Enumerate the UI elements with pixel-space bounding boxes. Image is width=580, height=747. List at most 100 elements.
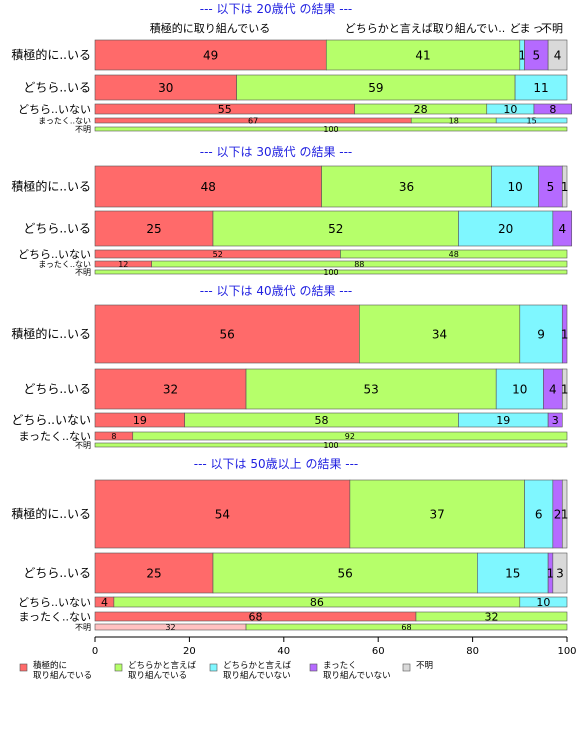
data-label: 8 (111, 432, 116, 441)
row-label: どちら..いる (23, 382, 91, 396)
row-label: 積極的に..いる (11, 47, 91, 62)
top-category-label: ど (510, 22, 521, 35)
bar-segment (94, 210, 214, 247)
row-label: 積極的に..いる (11, 179, 91, 194)
bar-segment (321, 165, 492, 208)
data-label: 10 (536, 596, 550, 609)
legend-swatch (309, 663, 318, 672)
bar-segment (212, 210, 459, 247)
data-label: 10 (503, 103, 517, 116)
bar-segment (359, 304, 521, 364)
data-label: 4 (101, 596, 108, 609)
bar-segment (94, 126, 568, 132)
legend-swatch (114, 663, 123, 672)
bar-segment (94, 165, 322, 208)
bar-segment (325, 39, 521, 71)
data-label: 1 (561, 180, 569, 194)
data-label: 1 (561, 327, 569, 341)
data-label: 5 (547, 180, 555, 194)
bar-segment (94, 479, 351, 549)
data-label: 4 (549, 382, 557, 396)
row-label: どちら..いる (23, 566, 91, 580)
bar-segment (340, 249, 568, 259)
bar-segment (524, 479, 554, 549)
data-label: 88 (354, 260, 364, 269)
data-label: 100 (323, 268, 338, 277)
legend-label: どちらかと言えば (223, 660, 292, 671)
data-label: 28 (414, 103, 428, 116)
data-label: 48 (449, 250, 459, 259)
data-label: 6 (535, 507, 543, 521)
row-label: 不明 (75, 268, 91, 277)
bar-segment (212, 552, 478, 594)
data-label: 92 (345, 432, 355, 441)
bar-segment (94, 552, 214, 594)
data-label: 10 (507, 180, 522, 194)
data-label: 18 (449, 116, 459, 125)
row-label: どちら..いない (18, 596, 91, 609)
top-category-label: どちらかと言えば取り組んでい.. (345, 22, 505, 35)
data-label: 52 (328, 222, 343, 236)
legend-swatch (402, 663, 411, 672)
data-label: 34 (432, 327, 447, 341)
data-label: 68 (248, 610, 262, 623)
bar-segment (415, 611, 568, 622)
legend-label: 積極的に (33, 660, 67, 671)
data-label: 1 (561, 382, 569, 396)
data-label: 19 (133, 414, 147, 427)
bar-segment (94, 39, 327, 71)
data-label: 54 (215, 507, 230, 521)
x-tick-label: 0 (92, 646, 98, 657)
row-label: どちら..いる (23, 222, 91, 236)
legend-label: 不明 (416, 661, 433, 671)
bar-segment (552, 210, 573, 247)
data-label: 48 (201, 180, 216, 194)
x-tick-label: 20 (183, 646, 196, 657)
data-label: 32 (163, 382, 178, 396)
x-tick-label: 80 (466, 646, 479, 657)
row-label: 不明 (75, 441, 91, 450)
data-label: 30 (158, 81, 173, 95)
data-label: 12 (118, 260, 128, 269)
data-label: 56 (338, 566, 353, 580)
bar-segment (552, 552, 568, 594)
bar-segment (458, 210, 554, 247)
bar-segment (94, 269, 568, 275)
bar-segment (519, 596, 568, 608)
bar-segment (236, 74, 516, 101)
legend-swatch (19, 663, 28, 672)
bar-segment (349, 479, 525, 549)
data-label: 68 (401, 623, 411, 632)
data-label: 25 (146, 222, 161, 236)
data-label: 86 (310, 596, 324, 609)
legend-label: 取り組んでいない (223, 670, 291, 681)
legend-swatch (209, 663, 218, 672)
bar-segment (495, 368, 544, 410)
data-label: 32 (484, 610, 498, 623)
bar-segment (561, 368, 568, 410)
data-label: 4 (554, 48, 562, 62)
section-title: --- 以下は 40歳代 の結果 --- (200, 284, 353, 298)
bar-segment (151, 260, 568, 268)
row-label: 積極的に..いる (11, 506, 91, 521)
data-label: 37 (430, 507, 445, 521)
bar-segment (245, 368, 497, 410)
data-label: 4 (558, 222, 566, 236)
bar-segment (477, 552, 549, 594)
data-label: 1 (518, 48, 526, 62)
bar-segment (533, 103, 573, 115)
row-label: どちら..いない (11, 413, 91, 427)
data-label: 3 (552, 414, 559, 427)
x-tick-label: 100 (557, 646, 576, 657)
row-label: どちら..いる (23, 81, 91, 95)
bar-segment (94, 442, 568, 448)
data-label: 1 (561, 507, 569, 521)
row-label: どちら..いない (18, 248, 91, 261)
data-label: 9 (537, 327, 545, 341)
data-label: 1 (547, 566, 555, 580)
data-label: 15 (527, 116, 537, 125)
top-category-label: 不明 (541, 22, 563, 35)
top-category-label: っ (533, 22, 544, 35)
bar-segment (519, 304, 563, 364)
